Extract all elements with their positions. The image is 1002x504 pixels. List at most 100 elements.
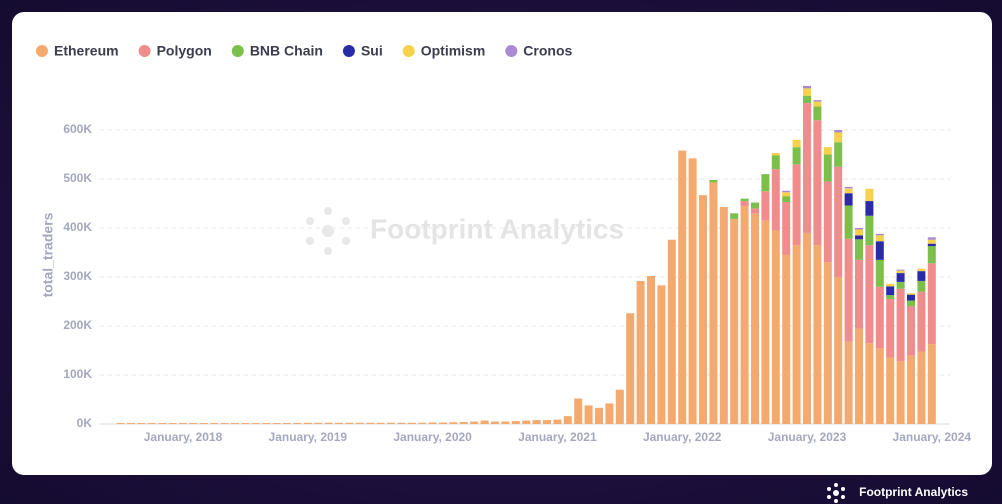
bar-segment [896,361,905,424]
bar-segment [844,193,853,206]
bar-segment [834,277,843,424]
bar-segment [584,405,593,424]
bar-segment [709,179,718,183]
bar-segment [875,241,884,260]
bar-segment [761,174,770,192]
bar-segment [834,132,843,143]
bar-segment [657,285,666,424]
bar-segment [647,276,655,424]
legend-label: Cronos [523,43,572,59]
bar-segment [615,389,624,424]
bar-segment [792,245,801,424]
bar-segment [418,422,427,424]
bar-segment [210,423,219,424]
bar-segment [158,423,167,424]
bar-segment [407,422,416,424]
bar-segment [927,263,936,345]
bar-segment [865,343,874,424]
bar-segment [636,280,645,424]
y-tick-label: 600K [63,122,92,136]
bar-segment [595,407,603,424]
bar-segment [147,423,156,424]
y-tick-label: 200K [63,318,92,332]
bar-segment [116,423,125,424]
bar-segment [917,268,926,272]
bar-segment [823,262,832,424]
legend-label: Ethereum [54,43,119,59]
bar-segment [179,423,187,424]
bar-segment [345,422,354,424]
bar-segment [563,416,572,424]
bar-segment [927,237,936,240]
bar-segment [168,423,177,424]
bar-segment [813,120,822,246]
bar-segment [886,295,895,300]
bar-segment [782,196,791,203]
bar-segment [553,419,562,424]
bar-segment [283,423,291,424]
bar-segment [875,286,884,349]
x-tick-label: January, 2021 [518,430,597,444]
bar-segment [771,153,780,156]
bar-segment [896,288,905,362]
bar-segment [231,423,239,424]
bar-segment [314,422,323,424]
bar-segment [751,208,759,214]
bar-segment [189,423,198,424]
bar-segment [927,344,936,424]
bar-segment [865,215,874,246]
bar-segment [907,355,915,424]
bar-segment [751,202,759,209]
bar-segment [761,220,770,424]
y-tick-label: 0K [77,416,93,430]
bar-segment [844,186,853,189]
legend-label: Polygon [157,43,212,59]
bar-segment [792,147,801,165]
bar-segment [730,219,739,424]
bar-segment [896,269,905,271]
bar-segment [251,423,260,424]
bar-segment [907,293,915,295]
bar-segment [397,422,406,424]
bar-segment [865,188,874,202]
bar-segment [574,398,583,424]
brand: Footprint Analytics [859,485,968,499]
bar-segment [199,423,208,424]
bar-segment [855,229,863,236]
bar-segment [875,259,884,287]
bar-segment [740,205,749,424]
bar-segment [813,245,822,424]
bar-segment [865,245,874,344]
bar-segment [907,306,915,356]
bar-segment [667,239,676,424]
brand-logo [827,483,845,503]
bar-segment [813,101,822,107]
bar-segment [907,300,915,307]
bar-segment [740,201,749,206]
bar-segment [335,422,343,424]
bar-segment [220,423,229,424]
bar-segment [927,243,936,247]
bar-segment [803,95,811,104]
legend-swatch [342,45,355,57]
bar-segment [803,103,811,233]
x-tick-label: January, 2018 [144,430,223,444]
bar-segment [480,420,489,424]
bar-segment [491,421,499,424]
bar-segment [865,201,874,216]
bar-segment [917,280,926,292]
bar-segment [719,206,728,424]
bar-segment [626,313,635,424]
bar-segment [917,351,926,424]
legend-swatch [231,45,244,57]
bar-segment [823,181,832,263]
bar-segment [917,291,926,352]
y-tick-label: 300K [63,269,92,283]
bar-segment [792,164,801,246]
bar-segment [449,422,458,424]
x-tick-label: January, 2023 [768,430,847,444]
bar-segment [782,192,791,197]
bar-segment [834,142,843,167]
